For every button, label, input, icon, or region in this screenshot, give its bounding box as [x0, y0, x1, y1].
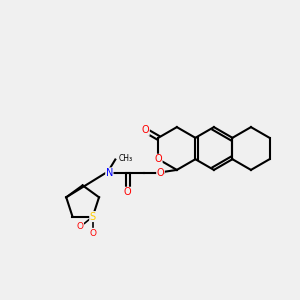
Text: O: O — [76, 222, 83, 231]
Text: O: O — [124, 187, 132, 197]
Text: O: O — [154, 154, 162, 164]
Text: O: O — [142, 125, 149, 135]
Text: CH₃: CH₃ — [118, 154, 132, 163]
Text: S: S — [90, 212, 96, 222]
Text: N: N — [106, 168, 113, 178]
Text: O: O — [157, 168, 164, 178]
Text: O: O — [89, 229, 96, 238]
